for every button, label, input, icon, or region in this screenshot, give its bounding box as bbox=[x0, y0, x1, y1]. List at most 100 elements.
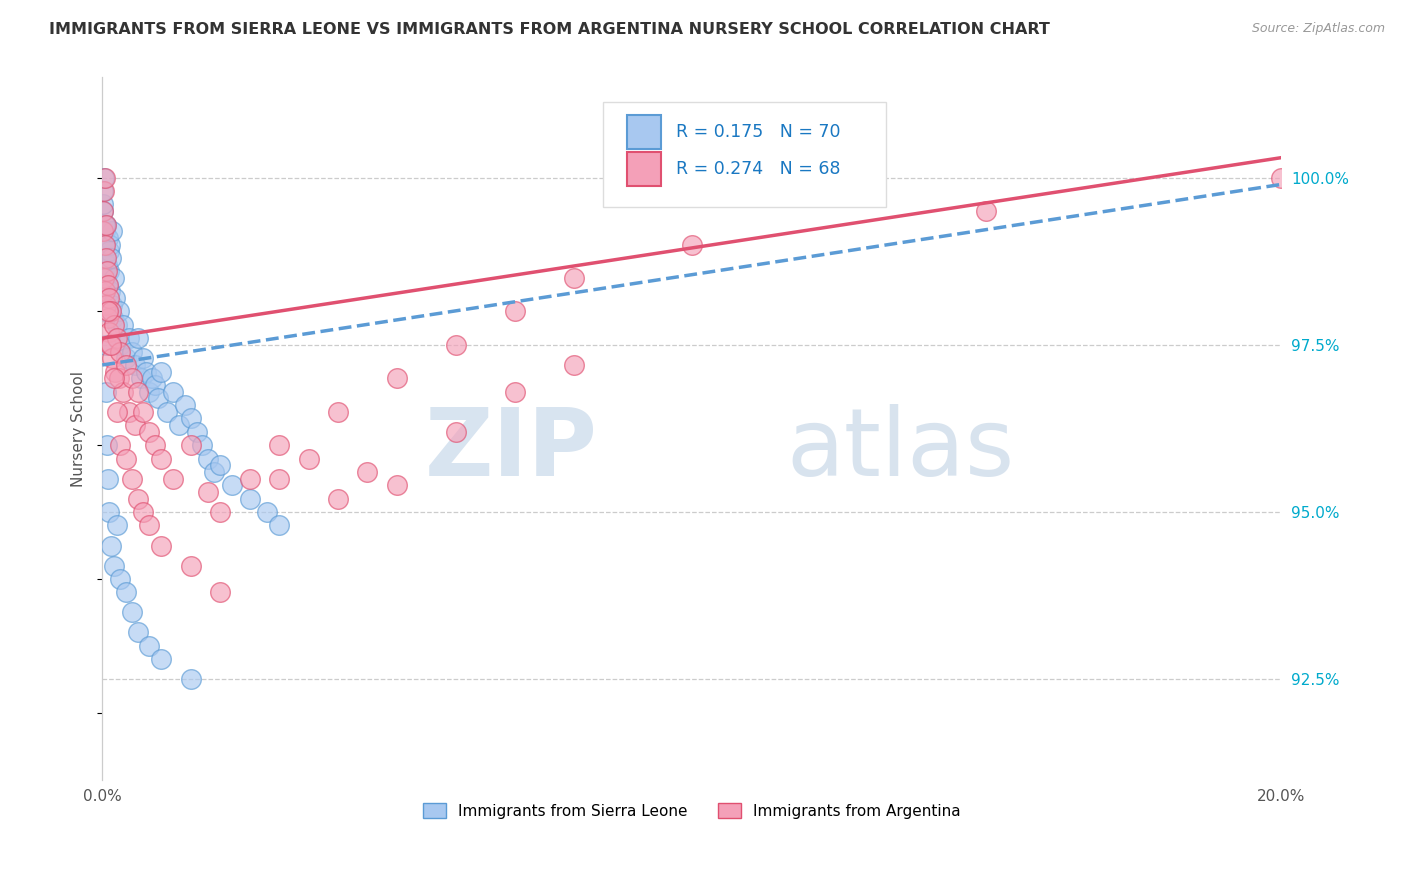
Point bbox=[150, 451, 173, 466]
FancyBboxPatch shape bbox=[627, 115, 661, 150]
Point bbox=[111, 318, 134, 332]
Point bbox=[121, 606, 143, 620]
Point bbox=[96, 298, 118, 312]
Point bbox=[103, 271, 125, 285]
Point bbox=[103, 558, 125, 573]
Point bbox=[191, 438, 214, 452]
Point bbox=[96, 218, 118, 232]
Point bbox=[118, 331, 141, 345]
Point bbox=[150, 539, 173, 553]
Point bbox=[101, 311, 124, 326]
Point bbox=[98, 264, 121, 278]
Point bbox=[103, 318, 125, 332]
Point bbox=[107, 371, 129, 385]
Point bbox=[96, 384, 118, 399]
Point bbox=[444, 338, 467, 352]
Point bbox=[167, 418, 190, 433]
Point bbox=[111, 384, 134, 399]
Point bbox=[100, 539, 122, 553]
Text: R = 0.274   N = 68: R = 0.274 N = 68 bbox=[676, 160, 841, 178]
Point bbox=[114, 585, 136, 599]
Point bbox=[121, 472, 143, 486]
Point bbox=[256, 505, 278, 519]
Point bbox=[107, 304, 129, 318]
Point bbox=[209, 458, 232, 473]
Point bbox=[180, 438, 202, 452]
Point bbox=[180, 673, 202, 687]
Point bbox=[93, 184, 115, 198]
Point bbox=[127, 625, 149, 640]
Point bbox=[150, 365, 173, 379]
Point bbox=[143, 438, 166, 452]
Point bbox=[94, 285, 117, 299]
Point bbox=[97, 325, 120, 339]
Point bbox=[239, 491, 262, 506]
Point bbox=[173, 398, 195, 412]
Point bbox=[98, 291, 121, 305]
Point bbox=[127, 384, 149, 399]
Point bbox=[105, 318, 128, 332]
Point bbox=[98, 338, 121, 352]
Point bbox=[93, 218, 115, 232]
Point bbox=[100, 338, 122, 352]
Point bbox=[180, 411, 202, 425]
Point bbox=[94, 271, 117, 285]
Point bbox=[91, 197, 114, 211]
Point bbox=[297, 451, 319, 466]
Point bbox=[93, 184, 115, 198]
Point bbox=[118, 405, 141, 419]
Point bbox=[114, 451, 136, 466]
Point bbox=[94, 338, 117, 352]
Point bbox=[93, 251, 115, 265]
Point bbox=[98, 237, 121, 252]
Point bbox=[96, 231, 118, 245]
Point bbox=[93, 204, 115, 219]
Point bbox=[93, 237, 115, 252]
Point bbox=[101, 351, 124, 366]
Point bbox=[132, 351, 155, 366]
Point bbox=[503, 304, 526, 318]
Point bbox=[104, 365, 127, 379]
Point bbox=[104, 291, 127, 305]
Point bbox=[197, 485, 219, 500]
Point bbox=[91, 204, 114, 219]
Text: atlas: atlas bbox=[786, 403, 1014, 496]
Point bbox=[129, 371, 152, 385]
Point bbox=[124, 358, 146, 372]
Point bbox=[132, 405, 155, 419]
Point bbox=[562, 271, 585, 285]
Point bbox=[96, 311, 118, 326]
Point bbox=[132, 505, 155, 519]
Point bbox=[100, 285, 122, 299]
Point bbox=[681, 237, 703, 252]
Point bbox=[267, 472, 290, 486]
Point bbox=[267, 518, 290, 533]
Point bbox=[94, 237, 117, 252]
Point bbox=[100, 304, 122, 318]
Point bbox=[239, 472, 262, 486]
Point bbox=[162, 384, 184, 399]
Point bbox=[1270, 170, 1292, 185]
Y-axis label: Nursery School: Nursery School bbox=[72, 370, 86, 486]
Point bbox=[444, 425, 467, 439]
FancyBboxPatch shape bbox=[627, 152, 661, 186]
Point bbox=[97, 304, 120, 318]
Point bbox=[138, 639, 160, 653]
Text: ZIP: ZIP bbox=[425, 403, 598, 496]
Point bbox=[138, 384, 160, 399]
Point bbox=[108, 344, 131, 359]
Text: IMMIGRANTS FROM SIERRA LEONE VS IMMIGRANTS FROM ARGENTINA NURSERY SCHOOL CORRELA: IMMIGRANTS FROM SIERRA LEONE VS IMMIGRAN… bbox=[49, 22, 1050, 37]
Point bbox=[93, 271, 115, 285]
Point bbox=[105, 331, 128, 345]
Point bbox=[108, 338, 131, 352]
Point bbox=[108, 438, 131, 452]
Point bbox=[976, 204, 998, 219]
Point bbox=[121, 344, 143, 359]
Point bbox=[267, 438, 290, 452]
Point bbox=[121, 371, 143, 385]
Point bbox=[141, 371, 163, 385]
FancyBboxPatch shape bbox=[603, 102, 886, 207]
Point bbox=[94, 251, 117, 265]
Point bbox=[96, 258, 118, 272]
Point bbox=[385, 478, 408, 492]
